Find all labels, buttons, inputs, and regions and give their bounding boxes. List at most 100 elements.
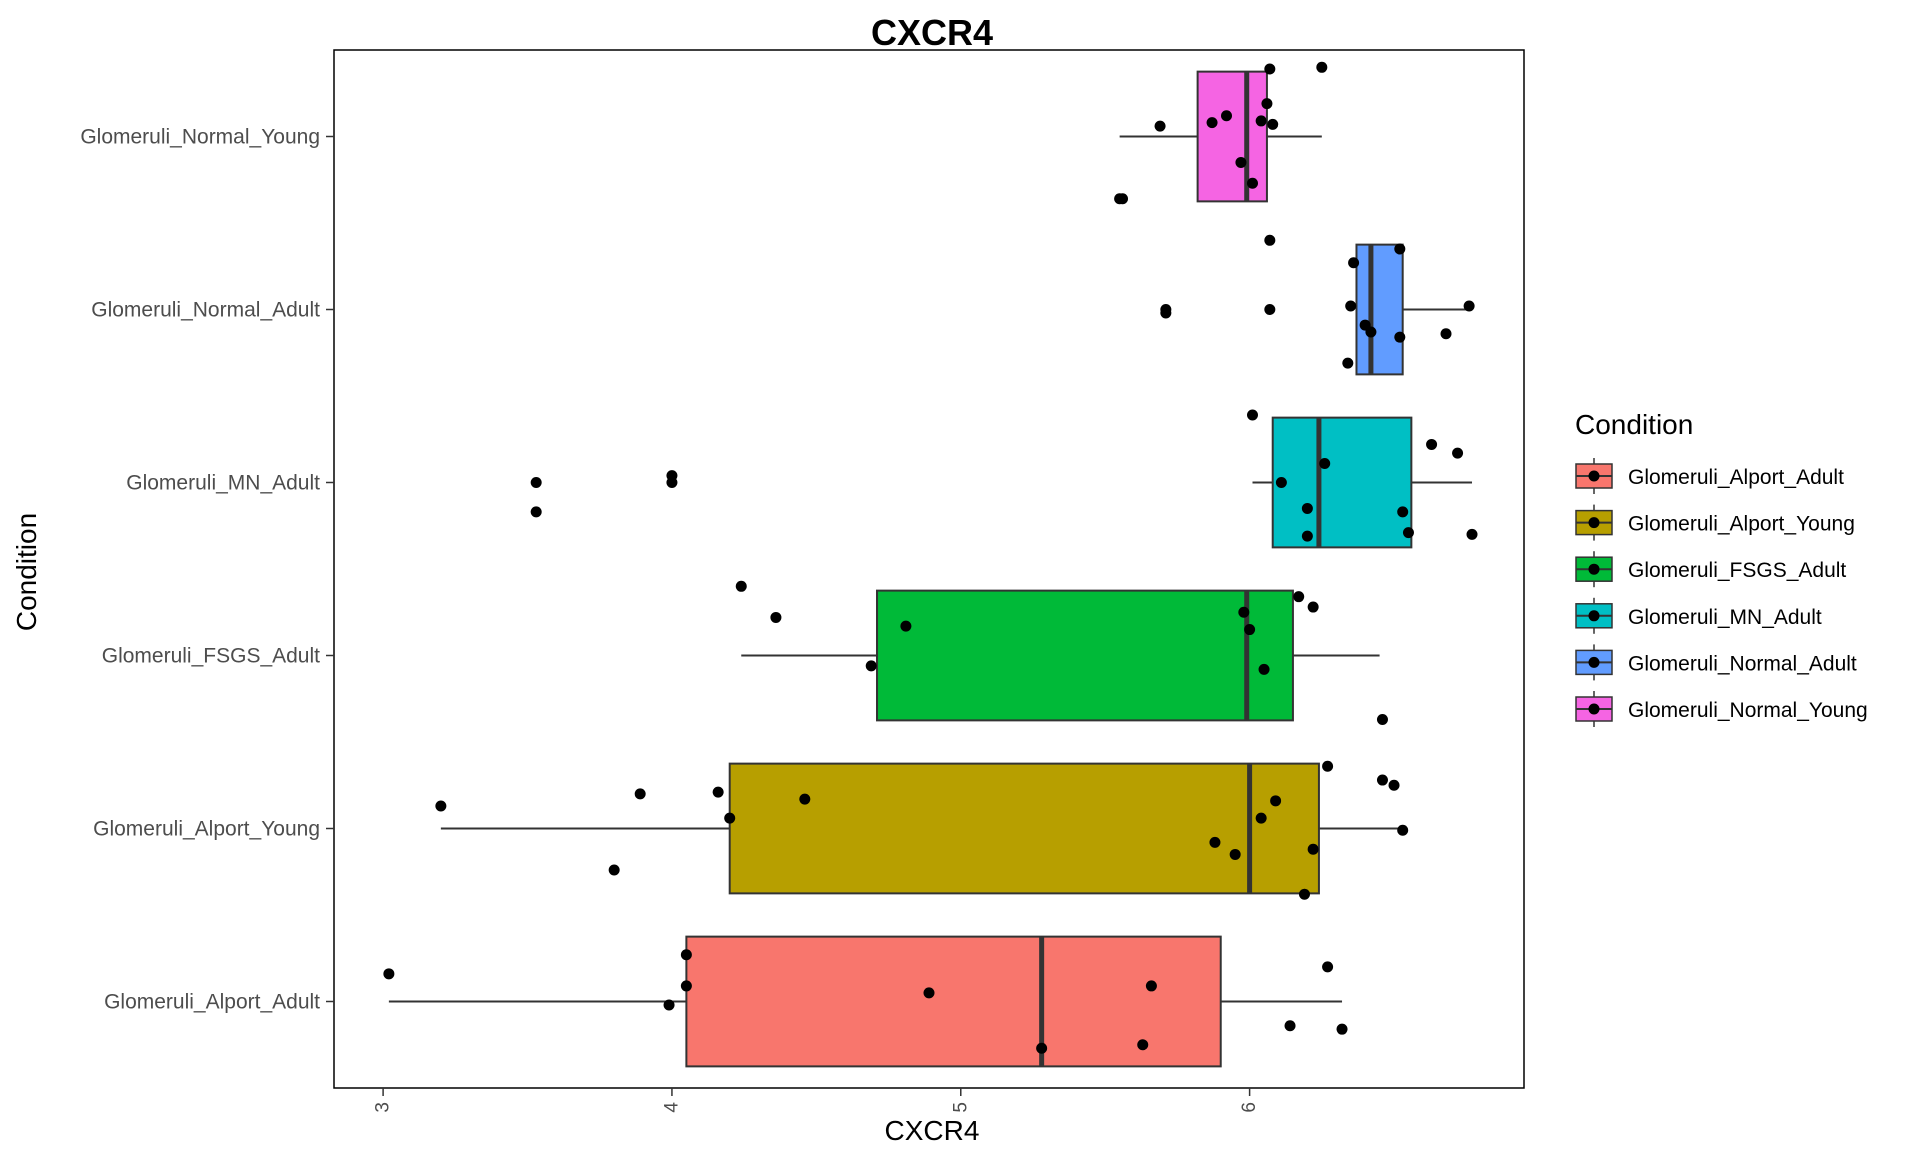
legend-key-point xyxy=(1588,517,1600,529)
data-point xyxy=(1264,234,1276,246)
data-point xyxy=(1316,61,1328,73)
legend-label: Glomeruli_Normal_Young xyxy=(1628,699,1868,722)
legend-label: Glomeruli_Alport_Adult xyxy=(1628,466,1844,489)
data-point xyxy=(1267,118,1279,130)
data-point xyxy=(1238,606,1250,618)
data-point xyxy=(735,580,747,592)
data-point xyxy=(712,786,724,798)
data-point xyxy=(1275,477,1287,488)
data-point xyxy=(1137,1039,1149,1051)
legend-key-point xyxy=(1588,470,1600,482)
legend-title: Condition xyxy=(1575,409,1693,440)
data-point xyxy=(1426,438,1438,450)
legend-key-point xyxy=(1588,656,1600,668)
data-point xyxy=(1301,502,1313,514)
data-point xyxy=(724,812,736,824)
legend-item: Glomeruli_FSGS_Adult xyxy=(1575,551,1846,588)
data-point xyxy=(1229,848,1241,860)
data-point xyxy=(1342,357,1354,369)
data-point xyxy=(1293,591,1305,603)
data-point xyxy=(1463,300,1475,312)
data-point xyxy=(1264,63,1276,75)
data-point xyxy=(1348,257,1360,269)
data-point xyxy=(1301,530,1313,542)
plot-panel-border xyxy=(333,49,1525,1089)
data-point xyxy=(1365,326,1377,338)
box xyxy=(1271,416,1413,549)
data-point xyxy=(1388,779,1400,791)
data-point xyxy=(1261,98,1273,110)
legend-label: Glomeruli_Alport_Young xyxy=(1628,513,1855,536)
data-point xyxy=(1397,506,1409,518)
y-axis-label: Condition xyxy=(11,513,42,631)
y-tick-label: Glomeruli_MN_Adult xyxy=(126,472,320,495)
data-point xyxy=(530,506,542,518)
data-point xyxy=(1255,115,1267,127)
data-point xyxy=(1244,624,1256,636)
data-point xyxy=(1221,110,1232,122)
legend-item: Glomeruli_MN_Adult xyxy=(1575,597,1822,634)
data-point xyxy=(1036,1042,1048,1054)
data-point xyxy=(1117,193,1129,205)
box-group xyxy=(440,762,1403,895)
data-point xyxy=(1440,328,1452,340)
data-point xyxy=(1264,304,1276,315)
data-point xyxy=(1322,760,1334,772)
legend-item: Glomeruli_Normal_Young xyxy=(1575,691,1868,727)
data-point xyxy=(1154,120,1166,132)
data-point xyxy=(1209,836,1221,848)
data-point xyxy=(1255,812,1267,824)
legend-key-point xyxy=(1588,703,1600,715)
y-tick-label: Glomeruli_FSGS_Adult xyxy=(102,645,320,668)
legend-label: Glomeruli_MN_Adult xyxy=(1628,606,1822,629)
legend: Condition Glomeruli_Alport_Adult Glomerul… xyxy=(1575,409,1868,727)
y-tick-label: Glomeruli_Normal_Adult xyxy=(91,299,320,322)
data-point xyxy=(1394,243,1406,255)
legend-key-point xyxy=(1588,610,1600,622)
data-point xyxy=(1246,177,1258,189)
data-point xyxy=(1466,528,1478,540)
y-tick-label: Glomeruli_Normal_Young xyxy=(80,126,320,149)
data-point xyxy=(1402,527,1414,539)
data-point xyxy=(1145,980,1157,992)
plot-area: 3 4 5 6 Glomeruli_Alport_Adult Glomeruli_Alpo… xyxy=(80,49,1525,1113)
data-point xyxy=(900,620,912,632)
x-axis-label: CXCR4 xyxy=(885,1115,980,1146)
box-group xyxy=(388,935,1343,1068)
x-tick-label: 6 xyxy=(1239,1102,1260,1113)
legend-label: Glomeruli_Normal_Adult xyxy=(1628,652,1857,675)
data-point xyxy=(1284,1020,1296,1032)
box xyxy=(685,935,1222,1068)
data-point xyxy=(1270,795,1282,807)
data-point xyxy=(1345,300,1357,312)
data-point xyxy=(1258,663,1270,675)
data-point xyxy=(1307,843,1319,855)
y-tick-label: Glomeruli_Alport_Adult xyxy=(104,991,320,1014)
data-point xyxy=(1397,824,1409,836)
data-point xyxy=(1322,961,1334,973)
data-point xyxy=(608,864,620,876)
box-group xyxy=(1355,243,1470,376)
data-point xyxy=(770,611,782,623)
x-tick-label: 4 xyxy=(661,1102,682,1113)
data-point xyxy=(1160,307,1172,319)
data-point xyxy=(1452,447,1464,459)
data-point xyxy=(666,477,678,488)
box xyxy=(1355,243,1404,376)
data-point xyxy=(923,987,935,999)
legend-label: Glomeruli_FSGS_Adult xyxy=(1628,559,1846,582)
box-group xyxy=(1119,70,1322,203)
data-point xyxy=(530,477,542,488)
data-point xyxy=(1206,117,1218,129)
data-point xyxy=(1319,457,1331,469)
box xyxy=(728,762,1320,895)
data-point xyxy=(1298,888,1310,900)
data-point xyxy=(1246,409,1258,421)
box-group xyxy=(1252,416,1473,549)
data-point xyxy=(1235,156,1247,168)
y-tick-label: Glomeruli_Alport_Young xyxy=(93,818,320,841)
data-point xyxy=(634,788,646,800)
box xyxy=(876,589,1294,722)
data-point xyxy=(1376,774,1388,786)
